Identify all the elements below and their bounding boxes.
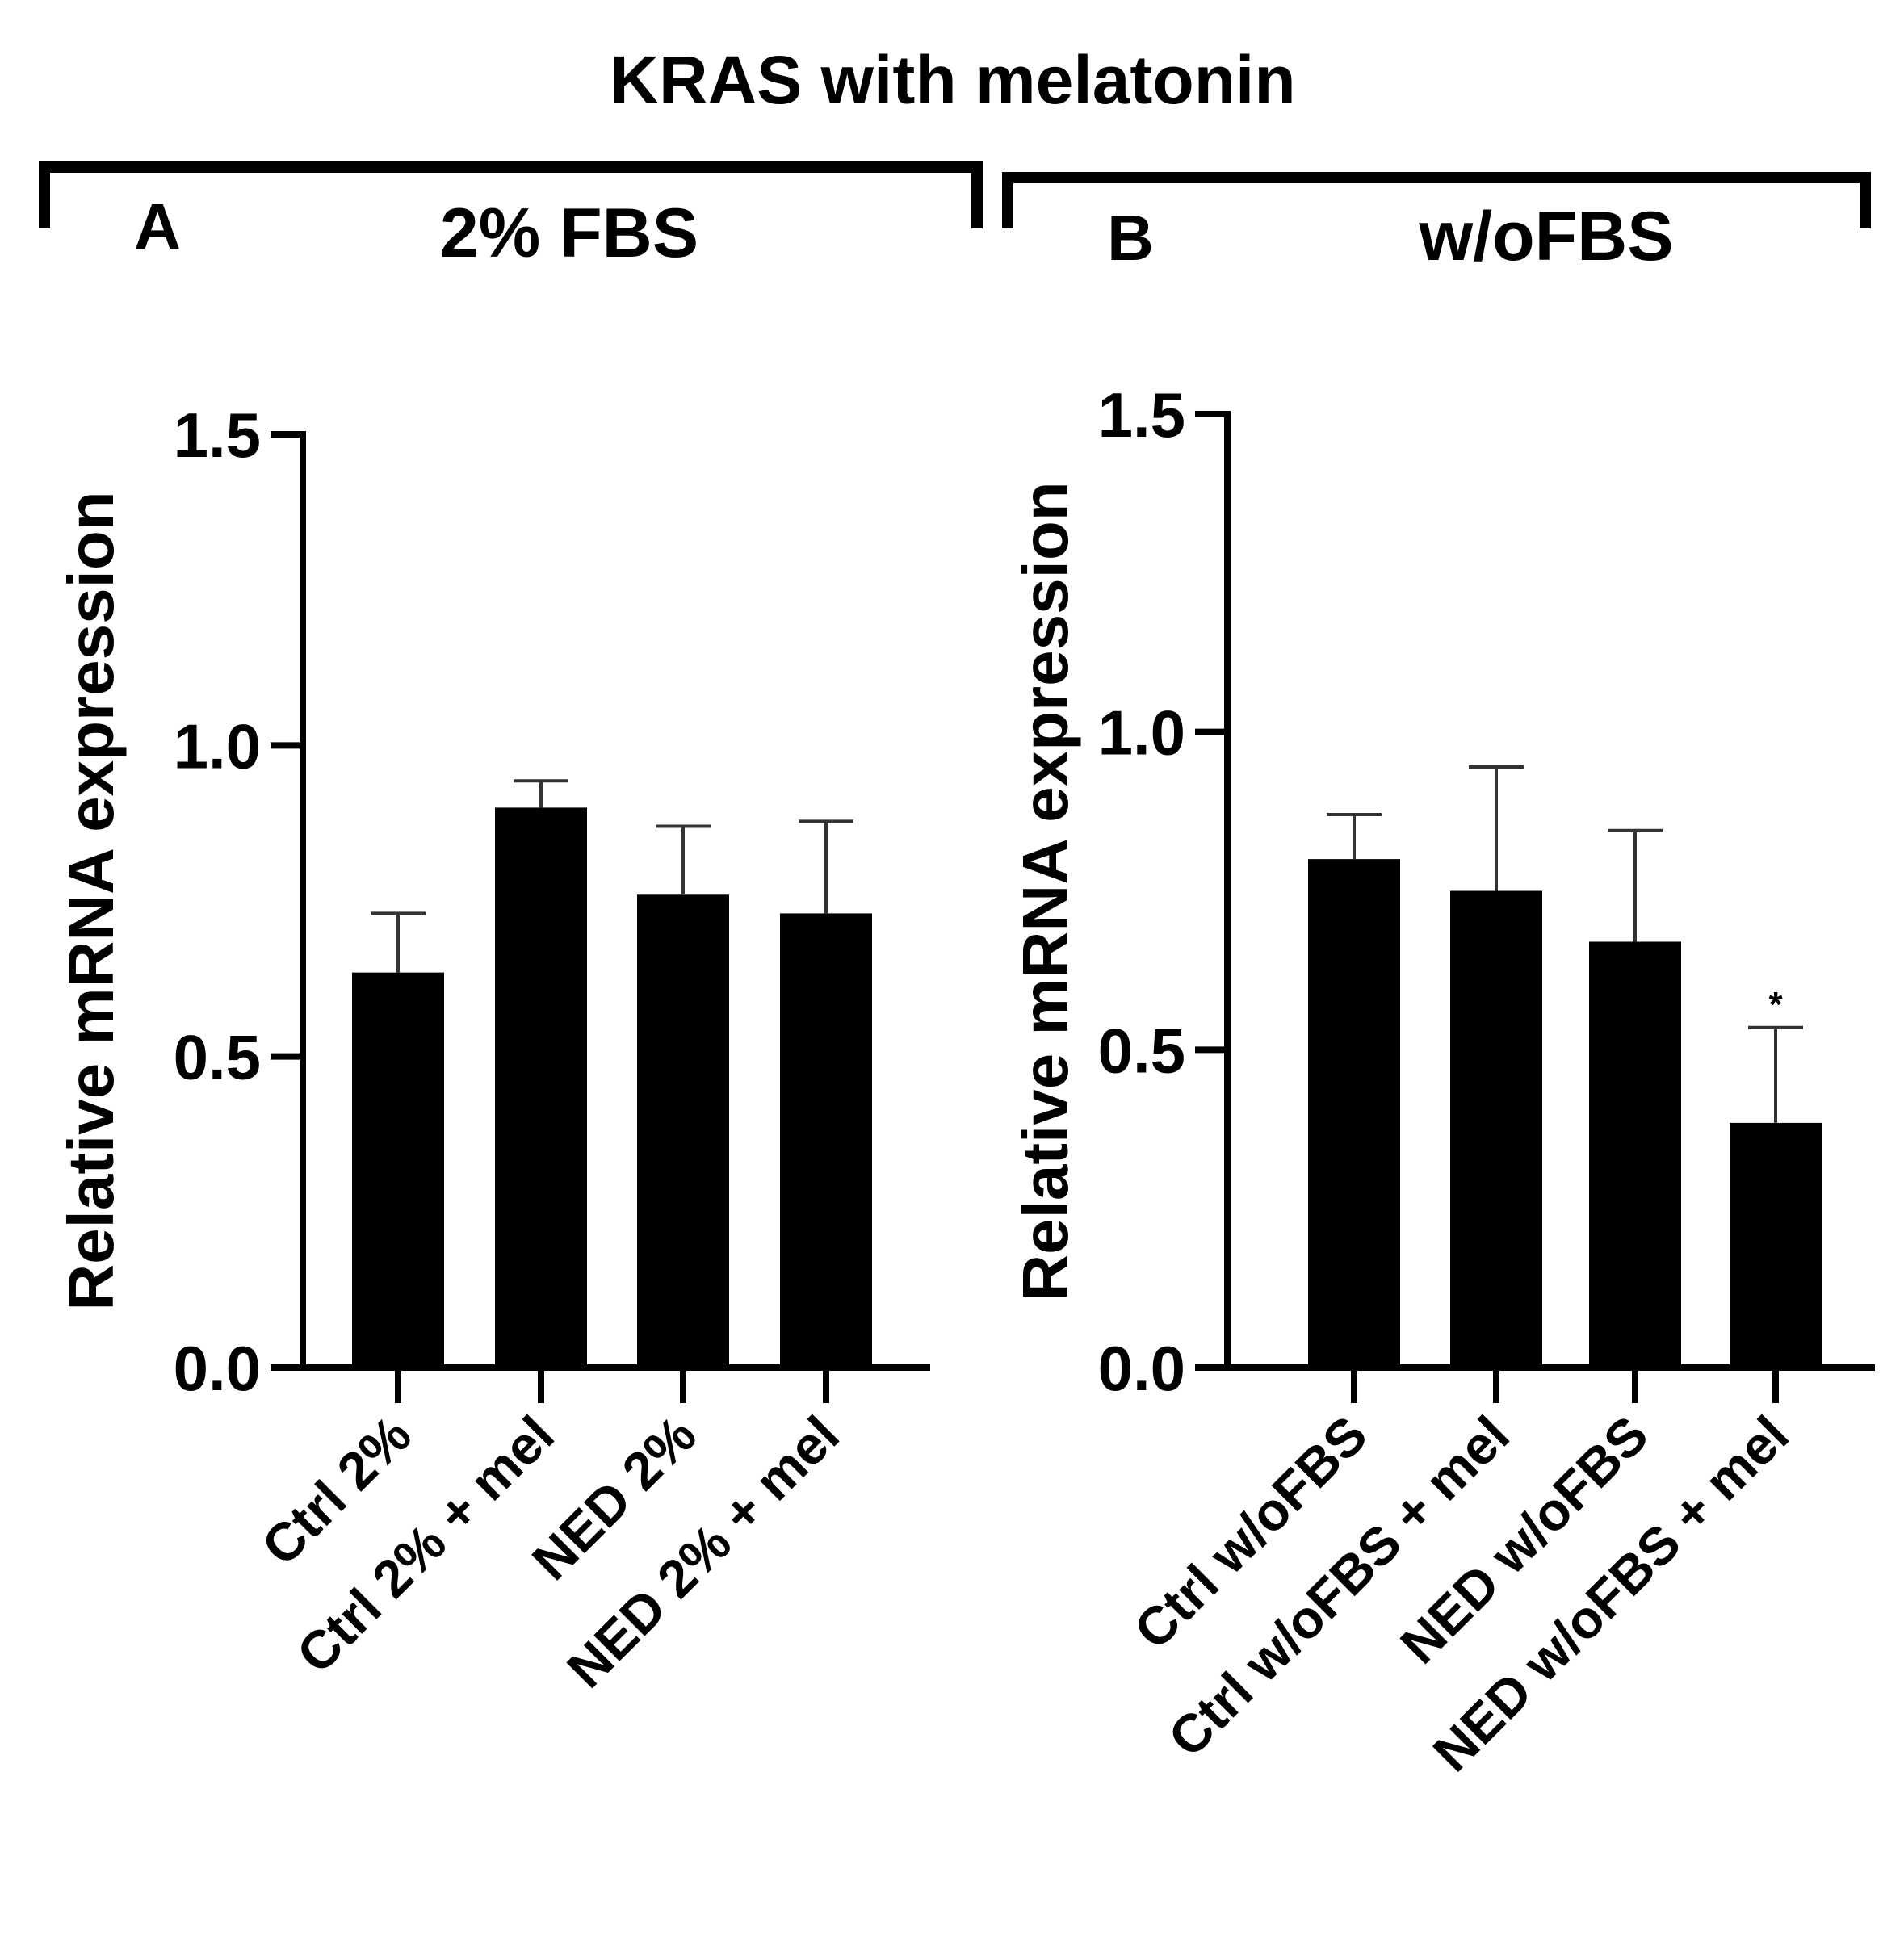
- panel-b-bar-4: [1730, 1122, 1822, 1368]
- panel-a-error-bar-1: [371, 911, 426, 973]
- panel-b-error-bar-4: [1748, 1025, 1803, 1123]
- panel-a-error-bar-3: [656, 824, 711, 895]
- panel-b-bar-2: [1450, 890, 1542, 1368]
- panel-b-error-bar-1: [1327, 813, 1382, 860]
- figure-title: KRAS with melatonin: [610, 42, 1295, 118]
- panel-b-significance-marker: *: [1768, 985, 1783, 1024]
- panel-a-bar-3: [637, 894, 729, 1368]
- panel-a-letter: A: [134, 191, 181, 262]
- panel-a-bar-1: [352, 972, 444, 1368]
- panel-b-bar-3: [1589, 941, 1681, 1368]
- panel-b-error-bar-3: [1608, 828, 1663, 942]
- panel-b-bracket: [1002, 172, 1871, 228]
- panel-a-bar-4: [780, 913, 872, 1368]
- panel-a-bar-2: [495, 807, 587, 1368]
- panel-b-error-bar-2: [1469, 765, 1524, 891]
- panel-b-y-tick-label: 1.5: [1098, 379, 1185, 450]
- panel-a-condition: 2% FBS: [440, 195, 698, 272]
- panel-a-y-axis-title: Relative mRNA expression: [55, 491, 127, 1310]
- panel-a-y-tick-label: 0.0: [174, 1333, 261, 1404]
- panel-a-bracket: [39, 161, 983, 228]
- panel-b-y-tick-label: 1.0: [1098, 698, 1185, 769]
- panel-b-y-tick-label: 0.5: [1098, 1015, 1185, 1086]
- panel-a-y-tick-label: 0.5: [174, 1022, 261, 1093]
- panel-a-error-bar-2: [514, 779, 568, 808]
- panel-a-y-tick-label: 1.5: [174, 400, 261, 471]
- panel-b-condition: w/oFBS: [1418, 198, 1673, 275]
- panel-b-y-axis-title: Relative mRNA expression: [1009, 481, 1081, 1301]
- panel-b-letter: B: [1107, 202, 1154, 274]
- panel-a-error-bar-4: [799, 819, 853, 914]
- panel-a-y-tick-label: 1.0: [174, 710, 261, 781]
- panel-b-bar-1: [1308, 859, 1400, 1368]
- panel-b-y-tick-label: 0.0: [1098, 1333, 1185, 1404]
